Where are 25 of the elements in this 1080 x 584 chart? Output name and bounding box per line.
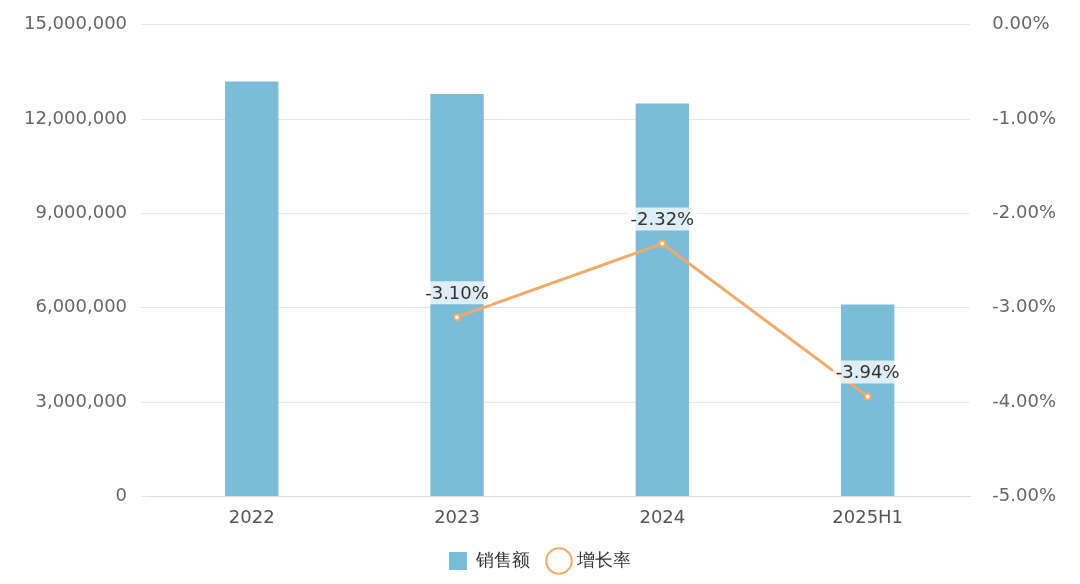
point	[658, 239, 667, 248]
y2-tick-label: 0.00%	[992, 12, 1050, 34]
bar	[225, 81, 279, 496]
x-tick-label: 2022	[228, 505, 275, 527]
y-tick-label: 3,000,000	[35, 389, 128, 411]
y2-tick-label: -2.00%	[992, 201, 1057, 223]
y-tick-label: 9,000,000	[35, 201, 128, 223]
data-label: -3.10%	[425, 281, 489, 303]
data-label: -2.32%	[630, 208, 695, 230]
x-tick-label: 2025H1	[832, 505, 904, 527]
point	[453, 313, 462, 322]
y-tick-label: 15,000,000	[24, 12, 128, 34]
y2-tick-label: -3.00%	[992, 295, 1057, 317]
y-tick-label: 0	[115, 484, 128, 506]
y-tick-label: 6,000,000	[35, 295, 128, 317]
point	[863, 392, 872, 401]
data-label: -3.94%	[835, 361, 900, 383]
y2-tick-label: -5.00%	[992, 484, 1057, 506]
legend-label: 增长率	[576, 548, 631, 570]
legend-label: 销售额	[475, 548, 530, 570]
y2-tick-label: -1.00%	[992, 106, 1057, 128]
x-tick-label: 2023	[434, 505, 480, 527]
y2-tick-label: -4.00%	[992, 389, 1057, 411]
y-tick-label: 12,000,000	[24, 106, 128, 128]
x-tick-label: 2024	[639, 505, 686, 527]
